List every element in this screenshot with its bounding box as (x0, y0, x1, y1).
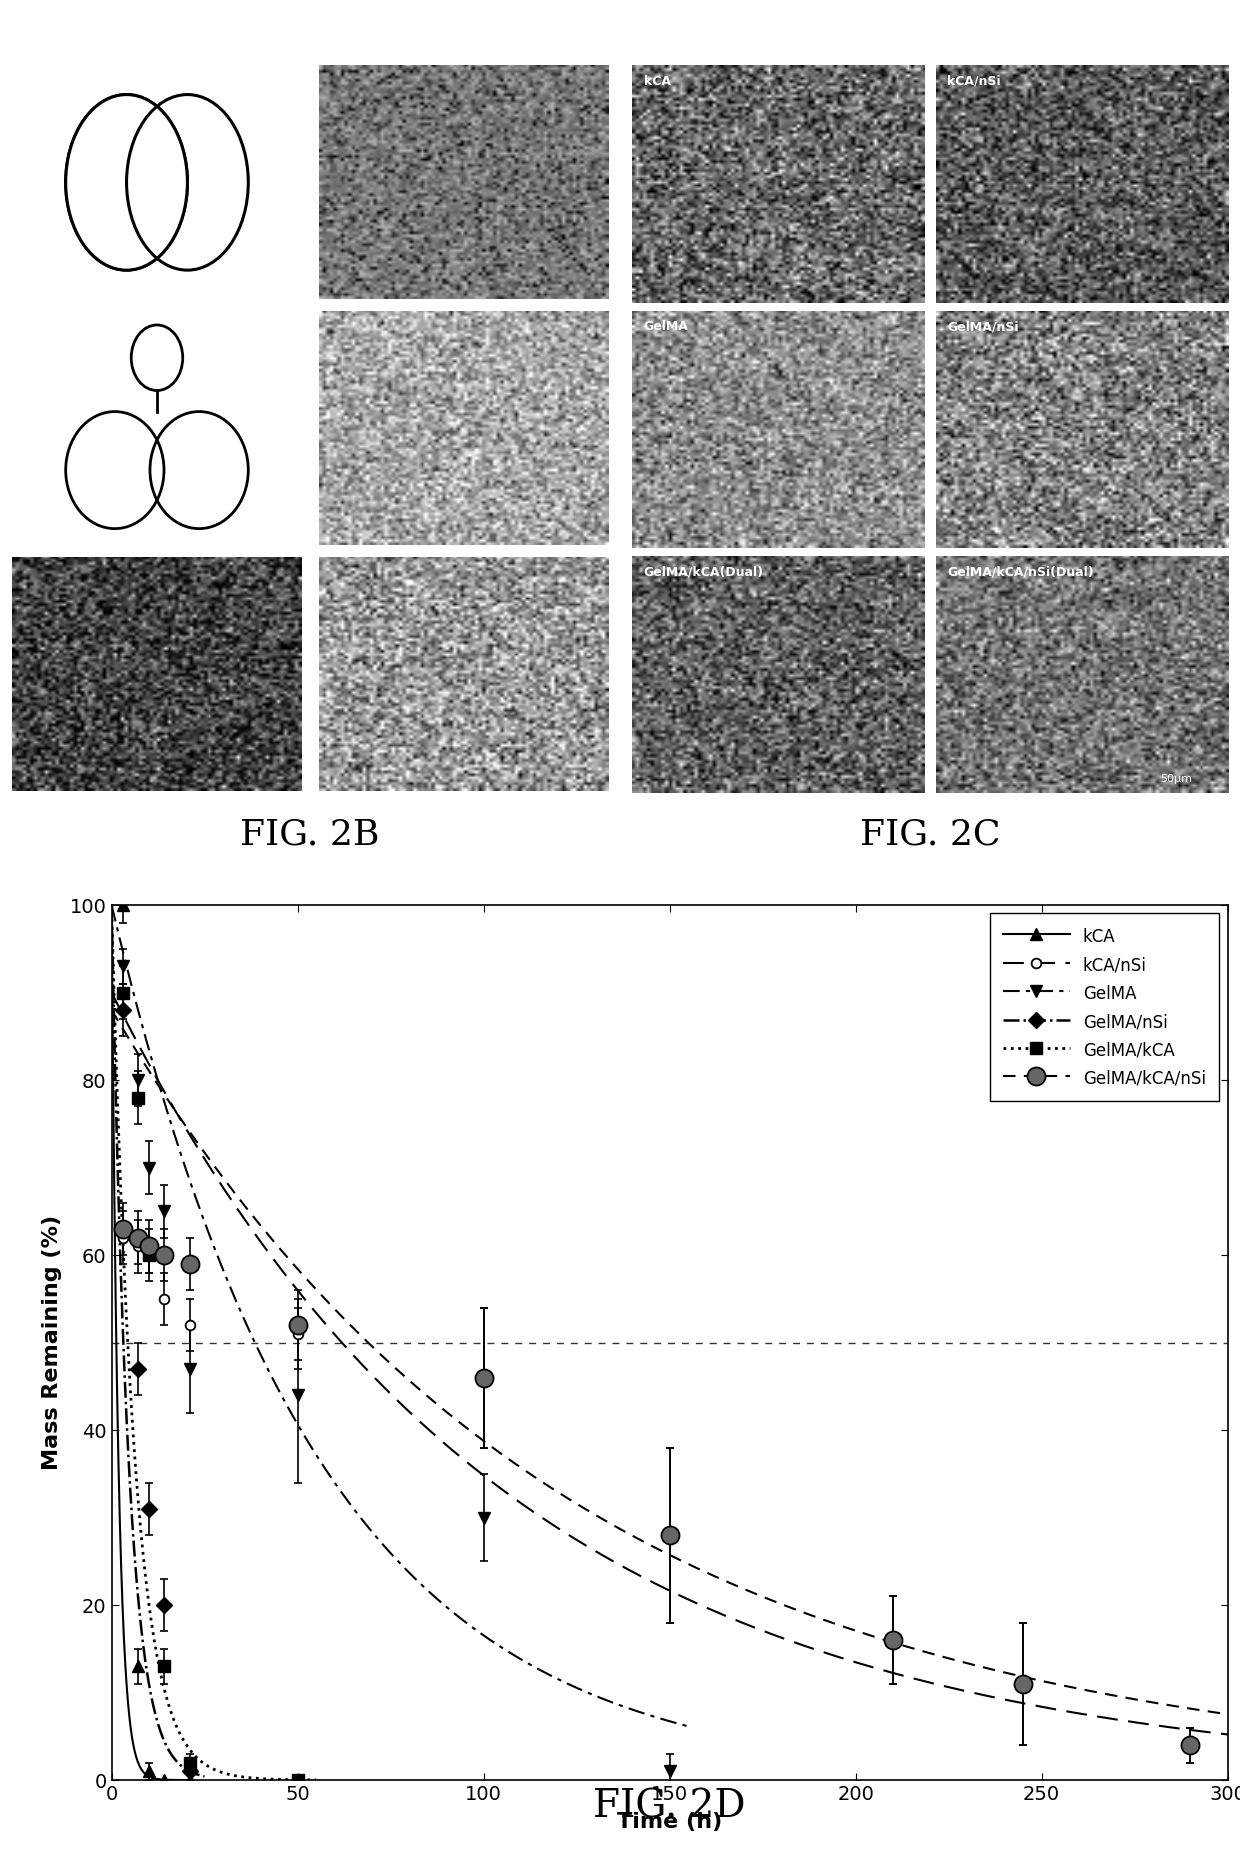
Text: GelMA: GelMA (644, 321, 688, 334)
Text: FIG. 2B: FIG. 2B (241, 817, 379, 853)
Text: GelMA/nSi: GelMA/nSi (947, 321, 1019, 334)
Legend: kCA, kCA/nSi, GelMA, GelMA/nSi, GelMA/kCA, GelMA/kCA/nSi: kCA, kCA/nSi, GelMA, GelMA/nSi, GelMA/kC… (990, 912, 1219, 1101)
Text: FIG. 2D: FIG. 2D (594, 1788, 745, 1825)
Text: GelMA/kCA/nSi(Dual): GelMA/kCA/nSi(Dual) (947, 565, 1094, 578)
Y-axis label: Mass Remaining (%): Mass Remaining (%) (41, 1215, 62, 1470)
Ellipse shape (66, 95, 187, 271)
Text: 50μm: 50μm (1161, 774, 1193, 784)
Text: GelMA/kCA(Dual): GelMA/kCA(Dual) (644, 565, 764, 578)
Text: kCA: kCA (644, 75, 671, 88)
X-axis label: Time (h): Time (h) (618, 1812, 722, 1832)
Text: kCA/nSi: kCA/nSi (947, 75, 1001, 88)
Text: FIG. 2C: FIG. 2C (859, 817, 999, 851)
